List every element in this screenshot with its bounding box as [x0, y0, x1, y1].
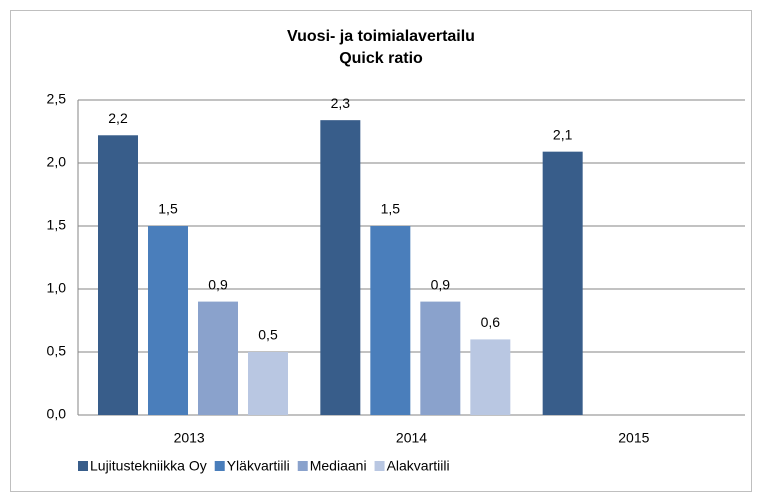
data-label: 0,9 — [431, 276, 451, 292]
y-tick-label: 1,0 — [47, 280, 67, 296]
legend-swatch — [78, 461, 88, 471]
bar — [370, 226, 411, 415]
data-label: 0,9 — [208, 276, 228, 292]
bar — [148, 226, 188, 415]
data-label: 1,5 — [158, 201, 178, 217]
legend-label: Lujitustekniikka Oy — [90, 458, 207, 474]
chart-title: Vuosi- ja toimialavertailu — [287, 28, 475, 45]
y-tick-label: 0,5 — [47, 343, 67, 359]
bar — [98, 135, 138, 415]
data-label: 0,6 — [481, 314, 501, 330]
x-tick-label: 2014 — [396, 430, 427, 446]
legend-swatch — [374, 461, 385, 471]
y-tick-label: 0,0 — [47, 406, 67, 422]
x-tick-label: 2015 — [618, 430, 649, 446]
bar — [248, 352, 288, 415]
bar — [320, 120, 361, 415]
bar — [542, 151, 583, 415]
legend-label: Mediaani — [310, 458, 367, 474]
y-tick-label: 1,5 — [47, 217, 67, 233]
legend-swatch — [214, 461, 225, 471]
data-label: 2,1 — [553, 126, 573, 142]
legend-swatch — [297, 461, 308, 471]
bar — [198, 301, 238, 415]
x-tick-label: 2013 — [174, 430, 205, 446]
data-label: 2,3 — [331, 95, 351, 111]
y-tick-label: 2,5 — [47, 91, 67, 107]
data-label: 2,2 — [108, 110, 128, 126]
bar — [420, 301, 461, 415]
data-label: 0,5 — [258, 327, 278, 343]
y-tick-label: 2,0 — [47, 154, 67, 170]
chart-subtitle: Quick ratio — [339, 50, 423, 67]
data-label: 1,5 — [381, 201, 401, 217]
legend-label: Alakvartiili — [387, 458, 450, 474]
bar — [470, 339, 511, 415]
legend-label: Yläkvartiili — [227, 458, 290, 474]
